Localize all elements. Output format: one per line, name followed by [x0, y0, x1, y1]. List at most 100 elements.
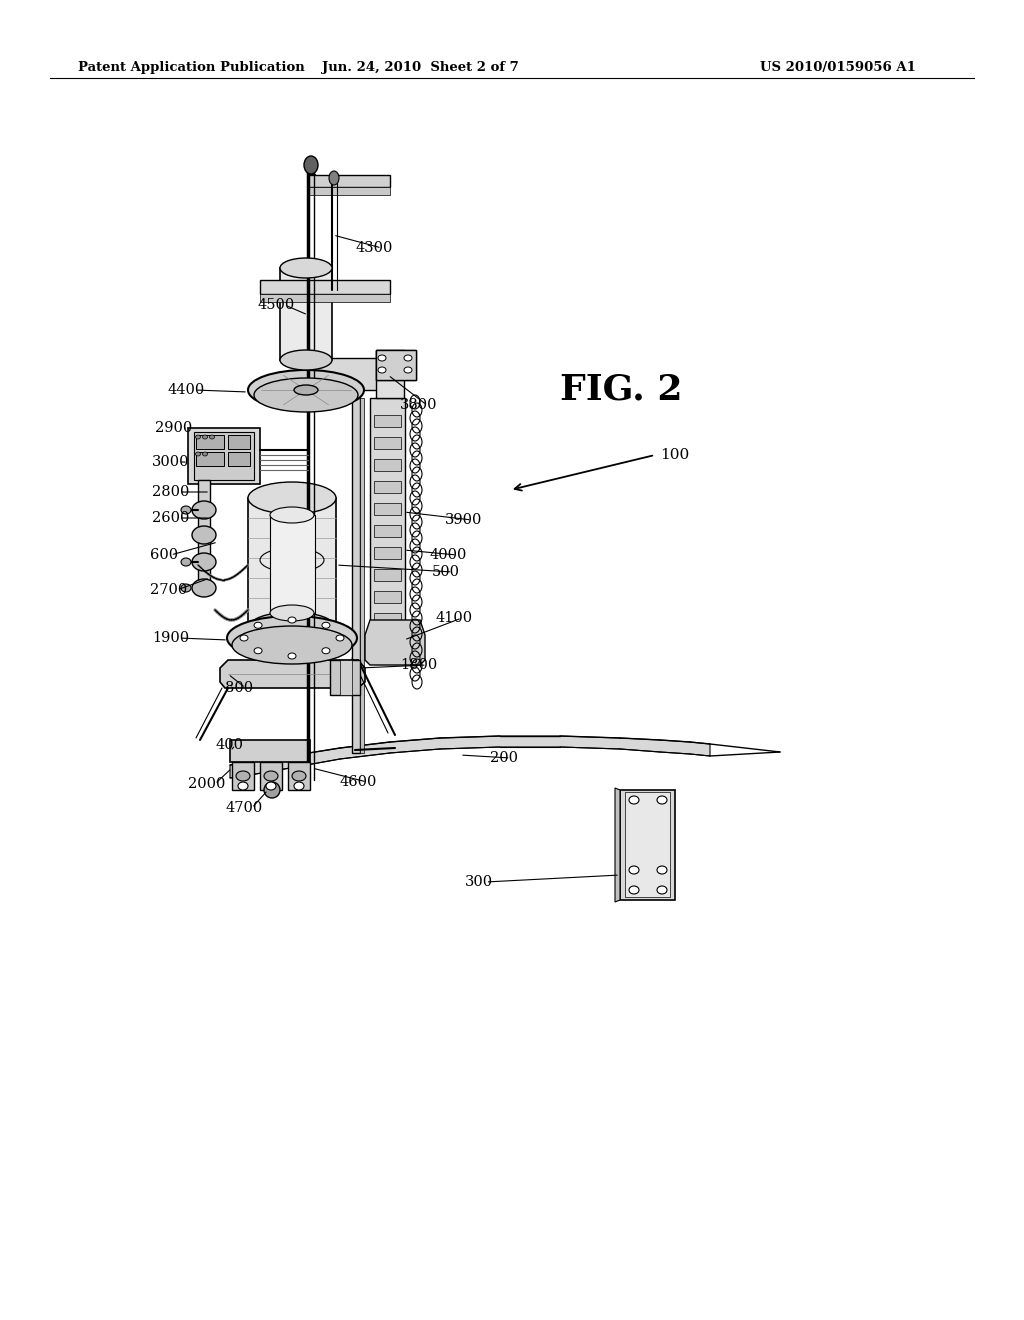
Text: 500: 500 — [432, 565, 460, 579]
Bar — [374, 612, 401, 624]
Ellipse shape — [322, 622, 330, 628]
Ellipse shape — [227, 616, 357, 660]
Bar — [230, 741, 310, 762]
Bar — [228, 451, 250, 466]
Polygon shape — [220, 660, 365, 688]
Polygon shape — [365, 620, 425, 665]
Bar — [260, 280, 390, 294]
Ellipse shape — [210, 436, 214, 440]
Text: 600: 600 — [150, 548, 178, 562]
Bar — [374, 546, 401, 558]
Text: 3900: 3900 — [445, 513, 482, 527]
Bar — [280, 268, 332, 360]
Ellipse shape — [657, 866, 667, 874]
Ellipse shape — [629, 866, 639, 874]
Bar — [374, 480, 401, 492]
Bar — [260, 294, 390, 302]
Text: 4700: 4700 — [225, 801, 262, 814]
Ellipse shape — [264, 781, 280, 799]
Ellipse shape — [203, 436, 208, 440]
Ellipse shape — [238, 781, 248, 789]
Ellipse shape — [288, 653, 296, 659]
Ellipse shape — [232, 626, 352, 664]
Ellipse shape — [203, 451, 208, 455]
Bar — [188, 428, 260, 484]
Ellipse shape — [629, 886, 639, 894]
Ellipse shape — [193, 525, 216, 544]
Text: 300: 300 — [465, 875, 494, 888]
Ellipse shape — [404, 355, 412, 360]
Ellipse shape — [248, 370, 364, 411]
Ellipse shape — [404, 367, 412, 374]
Ellipse shape — [254, 622, 262, 628]
Ellipse shape — [254, 648, 262, 653]
Bar — [620, 789, 675, 900]
Bar — [198, 480, 210, 587]
Text: 4100: 4100 — [435, 611, 472, 624]
Bar — [374, 591, 401, 603]
Text: 4300: 4300 — [355, 242, 392, 255]
Ellipse shape — [657, 796, 667, 804]
Text: 3000: 3000 — [152, 455, 189, 469]
Bar — [194, 432, 254, 480]
Ellipse shape — [193, 502, 216, 519]
Bar — [374, 437, 401, 449]
Ellipse shape — [193, 553, 216, 572]
Ellipse shape — [270, 507, 314, 523]
Ellipse shape — [181, 583, 191, 591]
Bar — [196, 436, 224, 449]
Polygon shape — [376, 350, 416, 380]
Bar — [374, 503, 401, 515]
Text: 1900: 1900 — [152, 631, 189, 645]
Ellipse shape — [236, 771, 250, 781]
Text: Jun. 24, 2010  Sheet 2 of 7: Jun. 24, 2010 Sheet 2 of 7 — [322, 62, 518, 74]
Text: 4400: 4400 — [168, 383, 205, 397]
Text: 2900: 2900 — [155, 421, 193, 436]
Text: 2600: 2600 — [152, 511, 189, 525]
Text: 2000: 2000 — [188, 777, 225, 791]
Text: 4500: 4500 — [258, 298, 295, 312]
Bar — [260, 762, 282, 789]
Ellipse shape — [329, 172, 339, 185]
Polygon shape — [230, 737, 710, 777]
Text: 4000: 4000 — [430, 548, 467, 562]
Ellipse shape — [294, 385, 318, 395]
Ellipse shape — [657, 886, 667, 894]
Ellipse shape — [378, 355, 386, 360]
Text: FIG. 2: FIG. 2 — [560, 374, 683, 407]
Text: 3800: 3800 — [400, 399, 437, 412]
Ellipse shape — [248, 612, 336, 644]
Text: 200: 200 — [490, 751, 518, 766]
Text: 100: 100 — [660, 447, 689, 462]
Text: US 2010/0159056 A1: US 2010/0159056 A1 — [760, 62, 915, 74]
Bar — [376, 350, 416, 380]
Bar — [340, 660, 352, 696]
Ellipse shape — [248, 482, 336, 513]
Text: 2700: 2700 — [150, 583, 187, 597]
Bar — [374, 414, 401, 426]
Bar — [374, 459, 401, 471]
Ellipse shape — [266, 781, 276, 789]
Bar — [374, 569, 401, 581]
Bar — [196, 451, 224, 466]
Ellipse shape — [254, 378, 358, 412]
Ellipse shape — [196, 451, 201, 455]
Ellipse shape — [270, 605, 314, 620]
Bar — [625, 792, 670, 898]
Polygon shape — [615, 788, 620, 902]
Bar — [360, 399, 364, 752]
Ellipse shape — [378, 367, 386, 374]
Text: Patent Application Publication: Patent Application Publication — [78, 62, 305, 74]
Bar — [248, 498, 336, 628]
Bar — [308, 187, 390, 195]
Ellipse shape — [629, 796, 639, 804]
Bar — [370, 399, 406, 638]
Bar — [308, 176, 390, 187]
Ellipse shape — [304, 156, 318, 174]
Ellipse shape — [264, 771, 278, 781]
Ellipse shape — [181, 506, 191, 513]
Ellipse shape — [181, 558, 191, 566]
Ellipse shape — [322, 648, 330, 653]
Bar — [374, 525, 401, 537]
Ellipse shape — [280, 257, 332, 279]
